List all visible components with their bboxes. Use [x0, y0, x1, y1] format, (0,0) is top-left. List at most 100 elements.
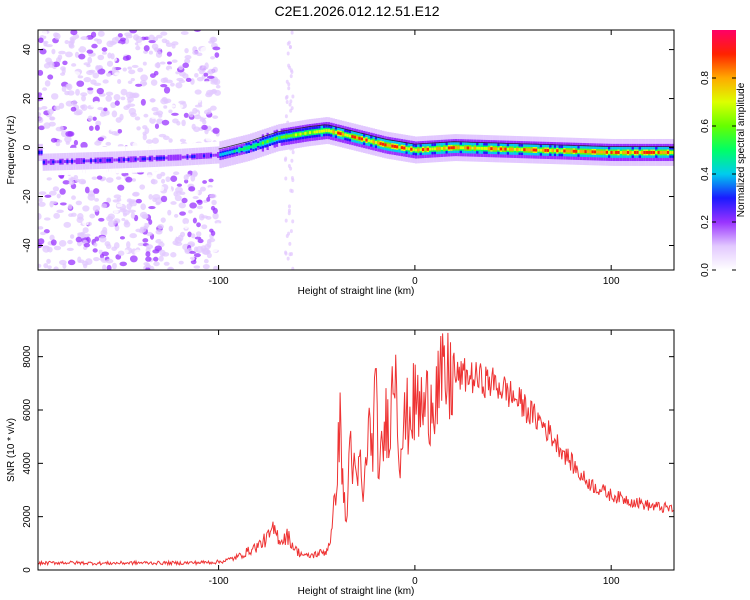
heatmap-ridge-cell: [622, 150, 625, 154]
snr-y-tick-label: 0: [22, 567, 33, 573]
colorbar-tick-label: 0.2: [700, 215, 711, 229]
heatmap-ridge-cell: [94, 159, 98, 163]
heatmap-noise-cell: [57, 121, 66, 126]
heatmap-noise-cell: [91, 43, 98, 49]
heatmap-noise-cell: [128, 209, 136, 213]
heatmap-noise-cell: [284, 218, 288, 223]
heatmap-noise-cell: [120, 96, 126, 101]
heatmap-ridge-cell: [136, 157, 140, 161]
heatmap-noise-cell: [85, 258, 93, 266]
heatmap-ridge-cell: [414, 148, 418, 152]
heatmap-noise-cell: [97, 30, 105, 37]
heatmap-ridge-cell: [311, 130, 314, 134]
heatmap-noise-cell: [200, 46, 208, 54]
heatmap-ridge-cell: [92, 159, 95, 163]
heatmap-noise-cell: [113, 242, 120, 249]
heatmap-noise-cell: [94, 197, 100, 202]
heatmap-noise-cell: [49, 179, 57, 186]
heatmap-ridge-cell: [542, 148, 545, 152]
heatmap-ridge-cell: [421, 148, 425, 152]
colorbar-label: Normalized spectral amplitude: [736, 82, 747, 217]
heatmap-noise-cell: [78, 53, 86, 60]
heatmap-noise-cell: [46, 258, 51, 264]
heatmap-noise-cell: [183, 174, 189, 181]
heatmap-noise-cell: [165, 176, 171, 183]
heatmap-noise-cell: [77, 212, 84, 220]
heatmap-noise-cell: [92, 248, 98, 253]
heatmap-noise-cell: [93, 242, 98, 247]
heatmap-noise-cell: [176, 33, 183, 38]
heatmap-ridge-cell: [664, 150, 668, 154]
heatmap-noise-cell: [126, 203, 133, 211]
heatmap-noise-cell: [207, 68, 214, 75]
heatmap-noise-cell: [208, 40, 215, 44]
heatmap-noise-cell: [142, 238, 149, 243]
heatmap-noise-cell: [80, 141, 88, 149]
heatmap-ridge-cell: [186, 155, 189, 159]
heatmap-noise-cell: [130, 212, 136, 219]
heatmap-noise-cell: [148, 193, 153, 200]
snr-y-ticks: 0 2000 4000 6000 8000: [22, 345, 674, 573]
heatmap-noise-cell: [51, 89, 59, 94]
heatmap-ridge-cell: [549, 149, 552, 152]
heatmap-noise-cell: [123, 249, 129, 254]
heatmap-ridge-cell: [257, 143, 260, 147]
heatmap-noise-cell: [48, 190, 57, 196]
colorbar-tick-label: 0.0: [700, 263, 711, 277]
heatmap-ridge-cell: [231, 150, 234, 154]
heatmap-y-ticks: -40 -20 0 20 40: [22, 44, 674, 253]
heatmap-noise-cell: [41, 106, 48, 110]
heatmap-noise-cell: [38, 201, 46, 207]
heatmap-ridge-cell: [433, 147, 437, 151]
heatmap-noise-cell: [93, 188, 100, 194]
heatmap-ridge-cell: [89, 159, 93, 163]
heatmap-panel: -100 0 100 -40 -20 0 20 40 Height of straight …: [6, 29, 675, 297]
heatmap-noise-cell: [53, 105, 61, 111]
heatmap-ridge-cell: [155, 156, 159, 160]
heatmap-noise-cell: [132, 192, 139, 197]
heatmap-noise-cell: [290, 106, 294, 111]
snr-y-label: SNR (10 * v/v): [6, 418, 17, 482]
heatmap-noise-cell: [71, 195, 76, 200]
heatmap-ridge-cell: [144, 157, 147, 161]
heatmap-ridge-cell: [544, 148, 547, 152]
heatmap-ridge-cell: [436, 147, 439, 151]
heatmap-noise-cell: [73, 111, 82, 116]
heatmap-noise-cell: [63, 221, 72, 228]
heatmap-noise-cell: [83, 242, 91, 248]
heatmap-ridge-cell: [400, 146, 404, 150]
snr-y-tick-label: 4000: [22, 452, 33, 475]
heatmap-noise-cell: [170, 175, 178, 183]
heatmap-ridge-cell: [304, 131, 307, 135]
heatmap-noise-cell: [95, 65, 102, 70]
heatmap-noise-cell: [286, 41, 290, 46]
heatmap-ridge-cell: [252, 144, 255, 148]
heatmap-y-tick-label: -40: [22, 238, 33, 253]
colorbar-tick-label: 0.4: [700, 167, 711, 181]
heatmap-noise-cell: [191, 123, 196, 130]
heatmap-ridge-cell: [669, 150, 672, 154]
heatmap-noise-cell: [178, 260, 184, 265]
heatmap-noise-cell: [285, 234, 289, 239]
heatmap-noise-cell: [160, 77, 168, 84]
heatmap-ridge-cell: [391, 144, 394, 148]
heatmap-ridge-cell: [115, 158, 119, 162]
heatmap-noise-cell: [85, 251, 92, 256]
snr-frame: [37, 329, 675, 571]
heatmap-noise-cell: [168, 68, 173, 75]
heatmap-noise-cell: [39, 191, 47, 196]
heatmap-noise-cell: [90, 223, 97, 228]
heatmap-ridge-cell: [645, 150, 649, 154]
heatmap-ridge-cell: [551, 149, 555, 153]
heatmap-noise-cell: [112, 199, 120, 203]
heatmap-noise-cell: [214, 52, 220, 58]
heatmap-noise-cell: [87, 87, 94, 91]
heatmap-noise-cell: [38, 37, 44, 44]
snr-y-tick-label: 6000: [22, 398, 33, 421]
heatmap-noise-cell: [142, 133, 147, 141]
snr-plot-area: [38, 330, 674, 570]
heatmap-noise-cell: [44, 80, 51, 87]
heatmap-ridge-cell: [346, 133, 350, 137]
heatmap-noise-cell: [161, 119, 170, 126]
